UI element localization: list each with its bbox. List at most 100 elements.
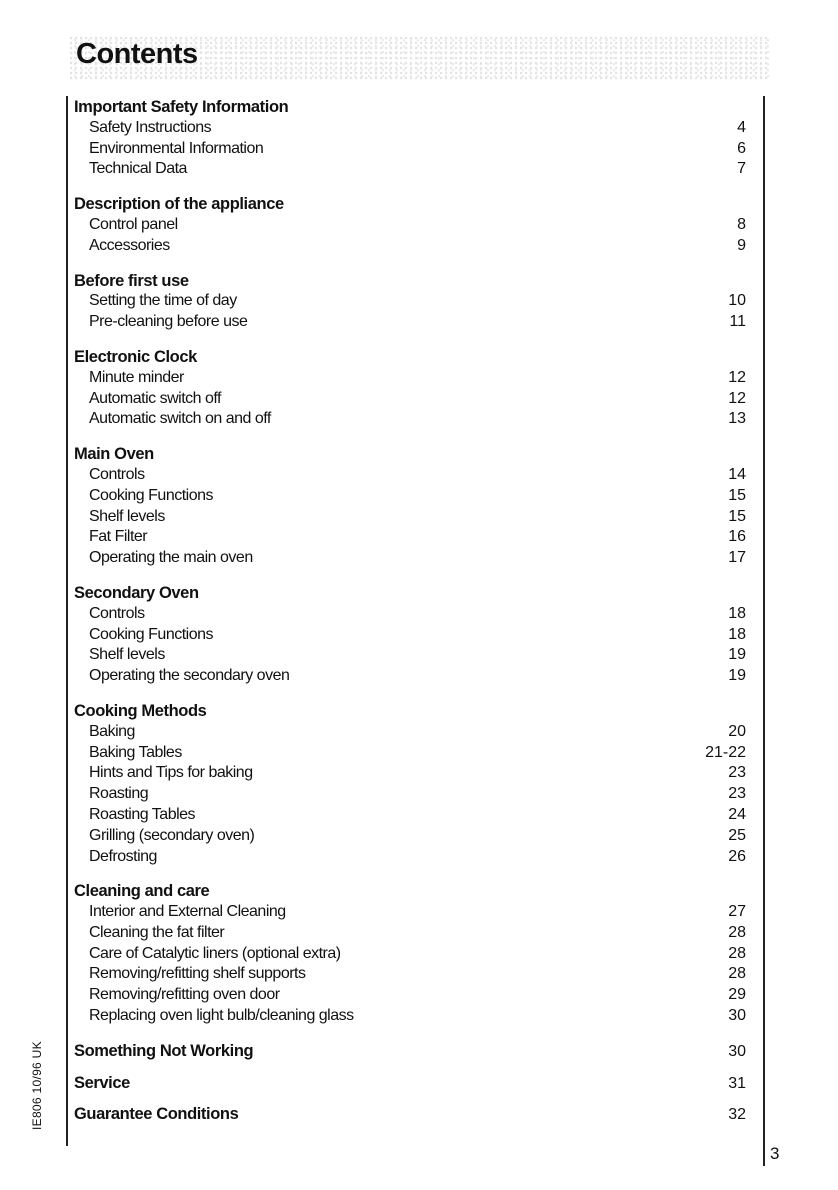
entry-label: Roasting Tables xyxy=(89,805,196,823)
entry-label: Operating the secondary oven xyxy=(89,667,290,685)
entry-page: 24 xyxy=(728,805,746,823)
toc-entry: Automatic switch on and off 13 xyxy=(74,409,746,430)
toc-entry: Environmental Information 6 xyxy=(74,139,746,160)
entry-label: Setting the time of day xyxy=(89,292,237,310)
entry-page: 15 xyxy=(728,507,746,525)
section-page: 30 xyxy=(728,1042,746,1060)
entry-page: 29 xyxy=(728,986,746,1004)
toc-entry: Cleaning the fat filter 28 xyxy=(74,923,746,944)
entry-page: 30 xyxy=(728,1007,746,1025)
entry-page: 11 xyxy=(729,313,746,331)
entry-label: Interior and External Cleaning xyxy=(89,903,286,921)
table-of-contents: Important Safety Information Safety Instr… xyxy=(74,97,746,1136)
toc-entry: Safety Instructions 4 xyxy=(74,118,746,139)
toc-entry: Cooking Functions 15 xyxy=(74,486,746,507)
entry-label: Replacing oven light bulb/cleaning glass xyxy=(89,1007,354,1025)
entry-label: Shelf levels xyxy=(89,507,165,525)
toc-entry: Setting the time of day 10 xyxy=(74,291,746,312)
entry-label: Safety Instructions xyxy=(89,118,212,136)
section-heading-row: Important Safety Information xyxy=(74,97,746,118)
toc-entry: Controls 18 xyxy=(74,604,746,625)
toc-entry: Technical Data 7 xyxy=(74,159,746,180)
entry-page: 14 xyxy=(728,465,746,483)
entry-label: Hints and Tips for baking xyxy=(89,764,253,782)
toc-section: Important Safety Information Safety Instr… xyxy=(74,97,746,180)
entry-label: Cooking Functions xyxy=(89,625,214,643)
toc-entry: Pre-cleaning before use 11 xyxy=(74,312,746,333)
entry-page: 17 xyxy=(728,549,746,567)
entry-label: Fat Filter xyxy=(89,528,148,546)
entry-label: Removing/refitting oven door xyxy=(89,986,280,1004)
entry-label: Baking Tables xyxy=(89,743,182,761)
entry-page: 12 xyxy=(728,389,746,407)
entry-label: Grilling (secondary oven) xyxy=(89,826,255,844)
entry-page: 28 xyxy=(728,944,746,962)
toc-entry: Minute minder 12 xyxy=(74,368,746,389)
toc-entry: Roasting Tables 24 xyxy=(74,805,746,826)
section-page: 32 xyxy=(728,1106,746,1124)
page-number: 3 xyxy=(770,1144,780,1163)
toc-section: Guarantee Conditions 32 xyxy=(74,1104,746,1125)
toc-entry: Operating the secondary oven 19 xyxy=(74,666,746,687)
entry-label: Removing/refitting shelf supports xyxy=(89,965,306,983)
section-heading-row: Description of the appliance xyxy=(74,194,746,215)
entry-page: 28 xyxy=(728,965,746,983)
toc-section: Cooking Methods Baking 20 Baking Tables 21-2… xyxy=(74,701,746,867)
entry-page: 15 xyxy=(728,486,746,504)
section-title: Before first use xyxy=(74,271,189,290)
toc-section: Something Not Working 30 xyxy=(74,1041,746,1062)
title-background xyxy=(70,36,770,80)
document-code: IE806 10/96 UK xyxy=(30,1041,44,1130)
entry-label: Baking xyxy=(89,722,135,740)
section-heading-row: Guarantee Conditions 32 xyxy=(74,1104,746,1125)
section-heading-row: Service 31 xyxy=(74,1073,746,1094)
toc-entry: Baking Tables 21-22 xyxy=(74,743,746,764)
entry-page: 25 xyxy=(728,826,746,844)
toc-section: Before first use Setting the time of day 1… xyxy=(74,271,746,333)
entry-page: 12 xyxy=(728,368,746,386)
section-title: Secondary Oven xyxy=(74,583,199,602)
entry-label: Technical Data xyxy=(89,160,187,178)
entry-label: Automatic switch off xyxy=(89,389,221,407)
toc-entry: Baking 20 xyxy=(74,722,746,743)
toc-section: Main Oven Controls 14 Cooking Functions 15 Sh… xyxy=(74,444,746,569)
entry-label: Accessories xyxy=(89,236,170,254)
section-title: Service xyxy=(74,1073,130,1092)
toc-entry: Control panel 8 xyxy=(74,215,746,236)
toc-entry: Controls 14 xyxy=(74,465,746,486)
entry-page: 13 xyxy=(728,410,746,428)
entry-page: 19 xyxy=(728,646,746,664)
section-title: Main Oven xyxy=(74,445,154,464)
entry-label: Minute minder xyxy=(89,368,184,386)
toc-section: Electronic Clock Minute minder 12 Automatic… xyxy=(74,347,746,430)
page-title: Contents xyxy=(76,38,198,70)
entry-page: 10 xyxy=(728,292,746,310)
section-heading-row: Electronic Clock xyxy=(74,347,746,368)
entry-page: 16 xyxy=(728,528,746,546)
section-title: Cooking Methods xyxy=(74,701,207,720)
entry-label: Pre-cleaning before use xyxy=(89,313,248,331)
entry-page: 18 xyxy=(728,625,746,643)
entry-label: Controls xyxy=(89,465,145,483)
entry-label: Care of Catalytic liners (optional extra… xyxy=(89,944,341,962)
toc-section: Secondary Oven Controls 18 Cooking Function… xyxy=(74,583,746,687)
entry-page: 27 xyxy=(728,903,746,921)
toc-entry: Replacing oven light bulb/cleaning glass… xyxy=(74,1006,746,1027)
entry-label: Shelf levels xyxy=(89,646,165,664)
entry-label: Operating the main oven xyxy=(89,549,253,567)
toc-entry: Removing/refitting oven door 29 xyxy=(74,985,746,1006)
toc-section: Description of the appliance Control pane… xyxy=(74,194,746,256)
entry-label: Controls xyxy=(89,604,145,622)
toc-entry: Shelf levels 19 xyxy=(74,645,746,666)
entry-page: 8 xyxy=(737,215,746,233)
section-title: Cleaning and care xyxy=(74,882,210,901)
entry-label: Control panel xyxy=(89,215,178,233)
left-rule xyxy=(66,96,68,1146)
entry-page: 21-22 xyxy=(705,743,746,761)
toc-section: Service 31 xyxy=(74,1073,746,1094)
entry-page: 23 xyxy=(728,785,746,803)
section-title: Description of the appliance xyxy=(74,195,284,214)
section-heading-row: Cooking Methods xyxy=(74,701,746,722)
entry-label: Cooking Functions xyxy=(89,486,214,504)
toc-entry: Care of Catalytic liners (optional extra… xyxy=(74,944,746,965)
